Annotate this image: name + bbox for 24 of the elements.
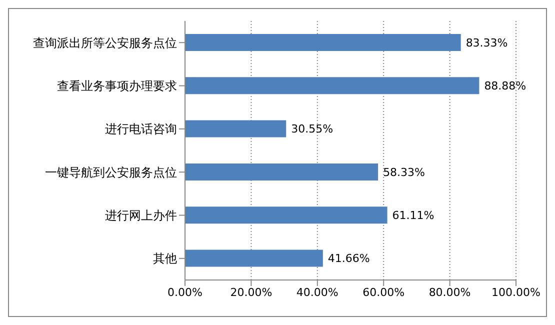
y-tick-label: 查看业务事项办理要求 — [57, 79, 177, 94]
bar — [185, 120, 286, 138]
data-label: 30.55% — [291, 122, 334, 136]
x-tick-label: 80.00% — [428, 286, 471, 299]
y-tick-label: 进行网上办件 — [105, 208, 177, 223]
bar — [185, 206, 388, 224]
data-label: 83.33% — [466, 36, 508, 50]
data-label: 61.11% — [392, 209, 434, 222]
x-tick-label: 20.00% — [230, 286, 272, 299]
data-label: 88.88% — [484, 80, 526, 93]
y-tick-label: 一键导航到公安服务点位 — [45, 165, 177, 180]
x-tick-label: 60.00% — [362, 286, 405, 299]
x-tick-label: 40.00% — [296, 286, 338, 299]
bar — [185, 34, 461, 51]
data-label: 58.33% — [383, 166, 426, 179]
bar — [185, 163, 378, 180]
bar — [185, 250, 323, 267]
bar — [185, 77, 480, 94]
y-tick-label: 进行电话咨询 — [105, 122, 177, 136]
x-tick-label: 100.00% — [492, 286, 540, 299]
data-label: 41.66% — [328, 252, 370, 266]
y-tick-label: 其他 — [153, 252, 177, 266]
x-tick-label: 0.00% — [168, 286, 202, 299]
y-tick-label: 查询派出所等公安服务点位 — [33, 36, 177, 50]
